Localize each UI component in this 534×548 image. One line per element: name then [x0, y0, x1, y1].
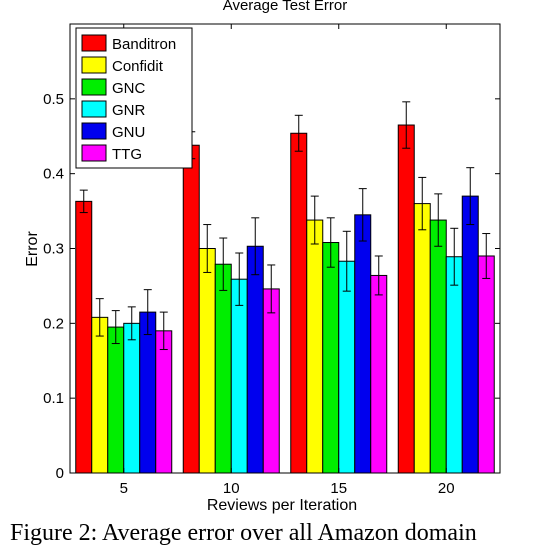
bar-gnc-15: [322, 242, 340, 474]
error-bar-ttg-15: [374, 255, 383, 296]
error-bar-ttg-10: [267, 264, 276, 314]
y-tick-label: 0.4: [43, 166, 64, 183]
legend-swatch: [81, 144, 107, 162]
bar-gnr-20: [445, 256, 463, 474]
legend: Banditron Confidit GNC GNR GNU TTG: [75, 27, 193, 169]
bar-banditron-10: [182, 144, 200, 474]
error-bar-confidit-20: [418, 176, 427, 231]
error-bar-confidit-5: [95, 298, 104, 337]
y-axis-title: Error: [24, 231, 41, 267]
error-bar-gnr-5: [127, 306, 136, 341]
bar-ttg-10: [262, 288, 280, 474]
error-bar-confidit-10: [203, 224, 212, 273]
bar-confidit-5: [91, 316, 109, 474]
y-tick-label: 0.1: [43, 390, 64, 407]
bar-chart: Average Test Error 0 0.1 0.2 0.3 0.4 0.5 5 10 1…: [24, 0, 501, 514]
x-axis-title: Reviews per Iteration: [207, 497, 357, 514]
y-tick-label: 0.3: [43, 241, 64, 258]
bar-gnu-15: [354, 214, 372, 474]
x-tick-label: 15: [330, 480, 347, 497]
error-bar-gnu-10: [251, 217, 260, 276]
x-tick-label: 10: [223, 480, 240, 497]
legend-item-banditron: Banditron: [81, 34, 176, 53]
x-axis: 5 10 15 20: [120, 24, 455, 497]
legend-label: TTG: [112, 146, 142, 163]
legend-swatch: [81, 56, 107, 74]
error-bar-gnu-20: [466, 167, 475, 226]
legend-item-ttg: TTG: [81, 144, 142, 163]
error-bar-gnr-15: [342, 230, 351, 292]
legend-label: Confidit: [112, 58, 164, 75]
bar-gnu-5: [139, 311, 157, 474]
y-tick-label: 0.5: [43, 91, 64, 108]
x-tick-label: 20: [438, 480, 455, 497]
error-bar-ttg-5: [159, 311, 168, 351]
bar-gnc-20: [429, 219, 447, 474]
error-bar-confidit-15: [310, 195, 319, 245]
bar-ttg-15: [370, 274, 388, 474]
legend-swatch: [81, 122, 107, 140]
bar-ttg-20: [477, 255, 495, 474]
bar-confidit-10: [198, 248, 216, 474]
error-bar-gnu-15: [358, 188, 367, 242]
figure-caption: Figure 2: Average error over all Amazon …: [10, 520, 477, 546]
error-bar-gnr-20: [450, 227, 459, 286]
legend-label: GNR: [112, 102, 146, 119]
y-tick-label: 0: [56, 465, 64, 482]
bar-gnu-20: [461, 195, 479, 474]
legend-item-gnc: GNC: [81, 78, 146, 97]
error-bar-banditron-15: [294, 114, 303, 152]
error-bar-gnc-15: [326, 217, 335, 268]
bar-gnr-5: [123, 322, 141, 474]
chart-title: Average Test Error: [223, 0, 348, 14]
error-bars-group: [79, 101, 491, 351]
legend-swatch: [81, 34, 107, 52]
bars-group: [75, 124, 495, 474]
y-tick-label: 0.2: [43, 315, 64, 332]
error-bar-banditron-20: [402, 101, 411, 149]
bar-confidit-20: [413, 203, 431, 474]
legend-item-confidit: Confidit: [81, 56, 164, 75]
y-axis: 0 0.1 0.2 0.3 0.4 0.5: [43, 91, 500, 482]
legend-swatch: [81, 100, 107, 118]
x-tick-label: 5: [120, 480, 128, 497]
legend-swatch: [81, 78, 107, 96]
bar-ttg-5: [155, 330, 173, 474]
error-bar-gnc-10: [219, 237, 228, 291]
bar-banditron-20: [397, 124, 415, 474]
error-bar-gnc-20: [434, 193, 443, 247]
bar-banditron-5: [75, 200, 93, 474]
bar-banditron-15: [290, 132, 308, 474]
bar-gnc-10: [214, 263, 232, 474]
bar-gnc-5: [107, 326, 125, 474]
legend-label: Banditron: [112, 36, 176, 53]
error-bar-banditron-5: [79, 189, 88, 214]
legend-item-gnr: GNR: [81, 100, 146, 119]
error-bar-gnr-10: [235, 252, 244, 306]
legend-label: GNU: [112, 124, 145, 141]
bar-gnu-10: [246, 245, 264, 474]
error-bar-gnu-5: [143, 289, 152, 336]
legend-item-gnu: GNU: [81, 122, 145, 141]
bar-confidit-15: [306, 219, 324, 474]
bar-gnr-10: [230, 278, 248, 474]
legend-label: GNC: [112, 80, 146, 97]
error-bar-ttg-20: [482, 233, 491, 279]
bar-gnr-15: [338, 260, 356, 474]
error-bar-gnc-5: [111, 310, 120, 345]
